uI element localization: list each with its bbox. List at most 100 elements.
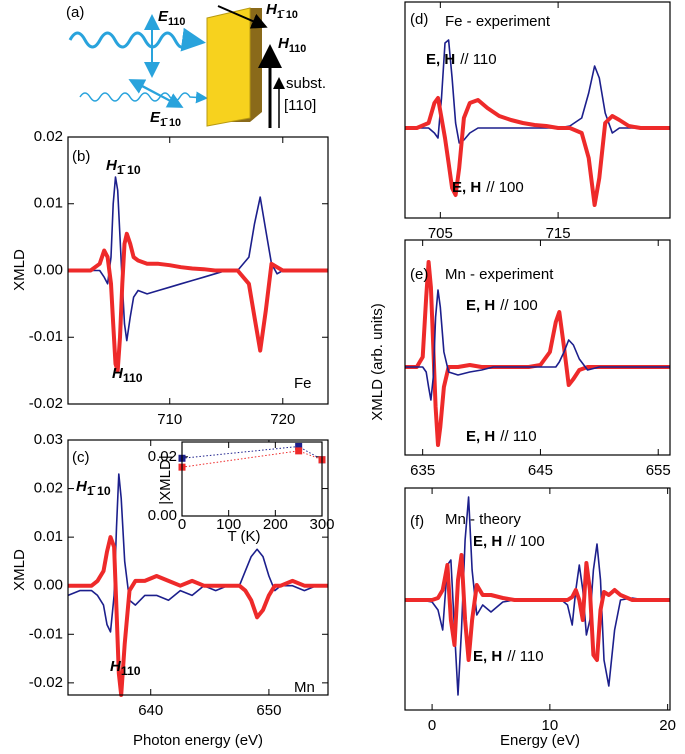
- wave-thin: [79, 91, 208, 104]
- y-tick-label: 0.01: [34, 195, 63, 212]
- x-tick-label: 200: [263, 516, 288, 533]
- x-tick-label: 10: [542, 717, 559, 734]
- annotation-main: E: [150, 109, 161, 126]
- x-tick-label: 640: [138, 702, 163, 719]
- annotation: H1̄ 10: [106, 157, 141, 177]
- annotation: E, H // 110: [426, 51, 497, 68]
- data-line: [405, 39, 670, 144]
- annotation-sub: 110: [168, 16, 185, 28]
- x-tick-label: 0: [178, 516, 186, 533]
- annotation-tail: // 100: [500, 297, 538, 314]
- annotation-main: E, H: [466, 297, 495, 314]
- annotation: H110: [110, 658, 141, 678]
- annotation: E1̄ 10: [150, 109, 181, 129]
- annotation-main: H: [76, 478, 88, 495]
- y-axis-label: XMLD: [11, 549, 28, 591]
- plot-frame: [404, 1, 671, 219]
- data-line: [68, 535, 328, 697]
- panel-label: (c): [72, 449, 90, 466]
- data-line: [405, 289, 670, 401]
- x-tick-label: 300: [309, 516, 334, 533]
- x-tick-label: 645: [528, 462, 553, 479]
- annotation-main: H: [106, 157, 118, 174]
- dotted-line: [181, 445, 323, 461]
- x-tick-label: 715: [546, 225, 571, 242]
- y-tick-label: 0.00: [148, 507, 177, 524]
- annotation-sub: 1̄ 10: [87, 484, 111, 498]
- y-axis-label: |XMLD|: [157, 455, 174, 504]
- y-tick-label: 0.00: [34, 261, 63, 278]
- plot-frame: [404, 239, 671, 456]
- x-axis-label: Energy (eV): [500, 732, 580, 749]
- annotation-sub: 1̄ 10: [160, 117, 181, 129]
- x-axis-label: Photon energy (eV): [133, 732, 263, 749]
- annotation: Fe: [294, 375, 312, 392]
- annotation-tail: // 110: [460, 51, 496, 68]
- y-tick-label: 0.02: [148, 448, 177, 465]
- annotation-tail: // 100: [486, 179, 524, 196]
- y-tick-label: 0.00: [34, 577, 63, 594]
- annotation-main: E, H: [452, 179, 481, 196]
- data-line: [67, 473, 328, 633]
- panel-title: Fe - experiment: [445, 13, 551, 30]
- y-axis-label: XMLD (arb. units): [369, 303, 386, 421]
- y-tick-label: -0.01: [29, 328, 63, 345]
- plot-frame: [67, 439, 329, 696]
- y-axis-label: XMLD: [11, 249, 28, 291]
- x-tick-label: 710: [157, 411, 182, 428]
- annotation-sub: 110: [123, 371, 143, 385]
- annotation: E, H // 100: [452, 179, 524, 196]
- plot-frame: [404, 487, 671, 711]
- diagram-label: (a): [66, 4, 84, 21]
- data-line: [405, 553, 670, 662]
- x-tick-label: 0: [428, 717, 436, 734]
- annotation-main: Fe: [294, 375, 312, 392]
- slab-face: [206, 7, 251, 127]
- annotation-main: E, H: [426, 51, 455, 68]
- annotation: E, H // 100: [473, 533, 545, 550]
- panel-label: (d): [410, 11, 428, 28]
- annotation-tail: // 110: [507, 648, 543, 665]
- x-axis-label: T (K): [227, 528, 260, 545]
- wave-thick: [68, 27, 206, 52]
- x-tick-label: 100: [216, 516, 241, 533]
- y-tick-label: 0.02: [34, 480, 63, 497]
- annotation-main: E, H: [473, 648, 502, 665]
- annotation-main: H: [266, 1, 278, 18]
- annotation: H110: [278, 35, 306, 55]
- annotation-main: H: [112, 365, 124, 382]
- plot-frame: [181, 441, 323, 517]
- h-arrow-slant: [217, 5, 268, 29]
- y-tick-label: 0.03: [34, 431, 63, 448]
- annotation-sub: 110: [289, 43, 306, 55]
- annotation-main: H: [110, 658, 122, 675]
- x-tick-label: 635: [410, 462, 435, 479]
- panel-label: (f): [410, 513, 424, 530]
- annotation: H1̄ 10: [76, 478, 111, 498]
- annotation: E110: [158, 8, 185, 28]
- y-tick-label: 0.01: [34, 528, 63, 545]
- x-tick-label: 650: [256, 702, 281, 719]
- annotation: E, H // 110: [473, 648, 544, 665]
- annotation-sub: 1̄ 10: [117, 163, 141, 177]
- panel-label: (e): [410, 266, 428, 283]
- y-tick-label: -0.02: [29, 674, 63, 691]
- annotation-main: E, H: [466, 428, 495, 445]
- point: [295, 442, 303, 450]
- x-tick-label: 705: [428, 225, 453, 242]
- plot-frame: [67, 136, 329, 405]
- x-tick-label: 720: [270, 411, 295, 428]
- y-tick-label: -0.02: [29, 395, 63, 412]
- data-line: [68, 231, 328, 373]
- y-tick-label: -0.01: [29, 625, 63, 642]
- annotation: E, H // 100: [466, 297, 538, 314]
- panel-label: (b): [72, 148, 90, 165]
- annotation: E, H // 110: [466, 428, 537, 445]
- panel-title: Mn - theory: [445, 511, 521, 528]
- e-arrow-slant-back: [128, 79, 179, 106]
- annotation-main: H: [278, 35, 290, 52]
- panel-title: Mn - experiment: [445, 266, 554, 283]
- annotation-tail: // 110: [500, 428, 536, 445]
- annotation-sub: 1̄ 10: [277, 9, 298, 21]
